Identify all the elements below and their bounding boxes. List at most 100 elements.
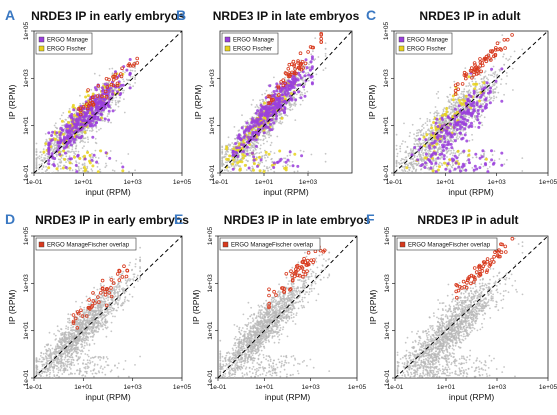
data-point (289, 109, 292, 112)
data-point (405, 199, 407, 201)
data-point (441, 138, 444, 141)
data-point (416, 129, 419, 132)
data-point (458, 136, 461, 138)
points-layer (221, 31, 327, 173)
data-point (395, 159, 398, 162)
data-point (262, 131, 266, 135)
data-point (324, 160, 327, 163)
data-point (488, 99, 491, 101)
data-point (483, 152, 485, 155)
data-point (72, 113, 76, 117)
data-point (42, 166, 45, 169)
data-point (97, 162, 100, 165)
data-point (482, 105, 484, 108)
data-point (252, 150, 255, 152)
data-point (279, 113, 282, 115)
data-point (289, 165, 291, 167)
data-point (75, 147, 77, 150)
data-point (83, 145, 85, 148)
data-point (44, 154, 47, 157)
data-point (473, 120, 476, 123)
data-point (462, 95, 465, 97)
data-point (435, 111, 438, 114)
data-point (437, 90, 440, 93)
data-point (37, 189, 39, 191)
data-point (479, 108, 481, 111)
data-point (268, 128, 272, 132)
data-point (414, 170, 417, 173)
data-point (465, 131, 467, 134)
chart-title: NRDE3 IP in early embryos (31, 9, 185, 23)
data-point (395, 144, 398, 147)
data-point (401, 143, 403, 145)
data-point (35, 159, 38, 162)
y-tick-label: 1e-01 (209, 164, 216, 181)
data-point (35, 164, 38, 167)
data-point (254, 124, 258, 128)
data-point (105, 164, 108, 167)
data-point (487, 87, 490, 90)
data-point (98, 129, 100, 131)
data-point (76, 113, 80, 117)
data-point (492, 72, 495, 75)
data-point (249, 149, 252, 152)
data-point (65, 129, 69, 132)
data-point (227, 170, 230, 172)
data-point (288, 80, 292, 84)
data-point (57, 169, 59, 172)
data-point (252, 146, 255, 149)
data-point (66, 150, 69, 153)
data-point (86, 94, 90, 98)
data-point (493, 97, 495, 100)
data-point (250, 141, 253, 144)
series-ergo_fischer (405, 75, 488, 173)
data-point (282, 165, 284, 168)
data-point (257, 138, 260, 141)
data-point (403, 168, 406, 170)
data-point (314, 37, 317, 39)
data-point (245, 169, 248, 171)
data-point (132, 62, 137, 66)
data-point (471, 117, 474, 119)
data-point (503, 63, 506, 66)
data-point (50, 134, 54, 137)
data-point (478, 99, 481, 103)
data-point (491, 85, 494, 88)
data-point (474, 78, 476, 80)
data-point (420, 133, 423, 136)
data-point (284, 114, 287, 116)
data-point (446, 156, 448, 158)
data-point (50, 152, 54, 156)
data-point (86, 151, 89, 154)
data-point (259, 138, 262, 141)
data-point (90, 107, 94, 111)
data-point (411, 170, 414, 173)
data-point (79, 94, 81, 97)
data-point (229, 143, 232, 146)
data-point (412, 157, 414, 160)
data-point (294, 101, 297, 103)
data-point (307, 79, 310, 82)
data-point (303, 61, 308, 66)
data-point (252, 158, 256, 162)
data-point (95, 130, 98, 133)
data-point (308, 63, 310, 66)
data-point (47, 152, 51, 156)
data-point (49, 172, 52, 173)
data-point (440, 150, 442, 153)
data-point (483, 71, 486, 74)
data-point (231, 167, 235, 171)
data-point (284, 164, 287, 167)
data-point (250, 170, 253, 173)
data-point (446, 138, 449, 141)
data-point (402, 140, 404, 143)
panel-letter: A (5, 7, 15, 23)
data-point (304, 92, 306, 94)
data-point (114, 89, 117, 92)
data-point (278, 89, 282, 93)
data-point (257, 142, 260, 145)
data-point (395, 165, 398, 167)
data-point (473, 87, 477, 91)
